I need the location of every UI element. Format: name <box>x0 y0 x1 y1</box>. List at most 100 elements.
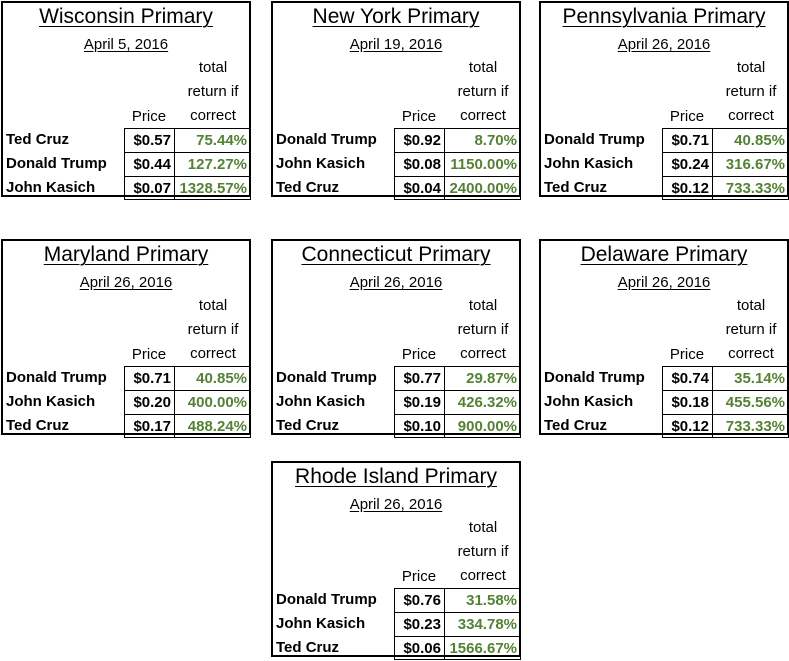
price-cell: $0.57 <box>124 128 175 152</box>
card-title: Maryland Primary <box>43 243 209 266</box>
price-cell: $0.19 <box>394 390 445 414</box>
price-header: Price <box>669 346 705 363</box>
price-cell: $0.10 <box>394 414 445 438</box>
return-header: total return if correct <box>713 56 789 128</box>
card-date-wrap: April 26, 2016 <box>273 274 519 292</box>
primary-card: Wisconsin Primary April 5, 2016 total retur… <box>1 1 251 200</box>
return-header-line: correct <box>460 345 506 362</box>
return-header-line: return if <box>187 321 239 338</box>
primary-card: Maryland Primary April 26, 2016 total retur… <box>1 239 251 438</box>
candidate-name: John Kasich <box>6 393 96 410</box>
card-title-wrap: Rhode Island Primary <box>273 465 519 489</box>
primary-card: Connecticut Primary April 26, 2016 total re… <box>271 239 521 438</box>
primary-card: Delaware Primary April 26, 2016 total retur… <box>539 239 789 438</box>
return-header-line: total <box>468 519 498 536</box>
candidate-name: John Kasich <box>276 615 366 632</box>
return-cell: 2400.00% <box>445 176 521 200</box>
table-row: Donald Trump $0.76 31.58% <box>273 588 521 612</box>
return-header: total return if correct <box>445 294 521 366</box>
return-cell: 35.14% <box>713 366 789 390</box>
card-title: Pennsylvania Primary <box>562 5 766 28</box>
card-date-wrap: April 26, 2016 <box>541 274 787 292</box>
table-row: John Kasich $0.08 1150.00% <box>273 152 521 176</box>
return-header-line: correct <box>460 107 506 124</box>
table-row: John Kasich $0.20 400.00% <box>3 390 251 414</box>
card-date-wrap: April 26, 2016 <box>541 36 787 54</box>
price-cell: $0.12 <box>662 414 713 438</box>
return-cell: 488.24% <box>175 414 251 438</box>
price-cell: $0.92 <box>394 128 445 152</box>
candidate-name: Donald Trump <box>276 131 377 148</box>
candidate-name: Ted Cruz <box>544 417 608 434</box>
candidate-rows: Donald Trump $0.92 8.70% John Kasich $0.08 11… <box>273 128 521 200</box>
candidate-name: John Kasich <box>544 393 634 410</box>
candidate-name: Ted Cruz <box>6 417 70 434</box>
return-header: total return if correct <box>445 56 521 128</box>
return-header-line: correct <box>460 567 506 584</box>
table-row: John Kasich $0.19 426.32% <box>273 390 521 414</box>
return-cell: 455.56% <box>713 390 789 414</box>
return-cell: 127.27% <box>175 152 251 176</box>
return-header-line: total <box>468 59 498 76</box>
card-title: Wisconsin Primary <box>39 5 213 28</box>
price-cell: $0.77 <box>394 366 445 390</box>
return-cell: 334.78% <box>445 612 521 636</box>
card-date: April 26, 2016 <box>349 274 443 291</box>
return-cell: 29.87% <box>445 366 521 390</box>
primary-card: Pennsylvania Primary April 26, 2016 total r… <box>539 1 789 200</box>
price-cell: $0.08 <box>394 152 445 176</box>
candidate-name: Ted Cruz <box>276 417 340 434</box>
table-row: Donald Trump $0.71 40.85% <box>3 366 251 390</box>
price-cell: $0.76 <box>394 588 445 612</box>
return-cell: 1150.00% <box>445 152 521 176</box>
return-header-line: correct <box>190 345 236 362</box>
card-title-wrap: Maryland Primary <box>3 243 249 267</box>
table-row: Donald Trump $0.77 29.87% <box>273 366 521 390</box>
card-date: April 19, 2016 <box>349 36 443 53</box>
return-cell: 733.33% <box>713 414 789 438</box>
table-row: Ted Cruz $0.06 1566.67% <box>273 636 521 660</box>
price-cell: $0.07 <box>124 176 175 200</box>
card-date-wrap: April 5, 2016 <box>3 36 249 54</box>
return-header-line: total <box>468 297 498 314</box>
return-header: total return if correct <box>713 294 789 366</box>
return-header: total return if correct <box>175 56 251 128</box>
candidate-name: Donald Trump <box>276 591 377 608</box>
table-row: Donald Trump $0.74 35.14% <box>541 366 789 390</box>
candidate-name: Donald Trump <box>544 131 645 148</box>
candidate-name: Donald Trump <box>6 155 107 172</box>
return-header-line: total <box>198 59 228 76</box>
return-header-line: correct <box>190 107 236 124</box>
table-row: John Kasich $0.18 455.56% <box>541 390 789 414</box>
card-title-wrap: Wisconsin Primary <box>3 5 249 29</box>
return-header: total return if correct <box>445 516 521 588</box>
candidate-name: John Kasich <box>6 179 96 196</box>
table-row: Donald Trump $0.44 127.27% <box>3 152 251 176</box>
price-cell: $0.71 <box>662 128 713 152</box>
price-header: Price <box>131 108 167 125</box>
table-row: John Kasich $0.23 334.78% <box>273 612 521 636</box>
card-date: April 26, 2016 <box>349 496 443 513</box>
price-cell: $0.44 <box>124 152 175 176</box>
card-title-wrap: Connecticut Primary <box>273 243 519 267</box>
table-row: Ted Cruz $0.10 900.00% <box>273 414 521 438</box>
card-date-wrap: April 26, 2016 <box>3 274 249 292</box>
card-title-wrap: Delaware Primary <box>541 243 787 267</box>
table-row: Donald Trump $0.71 40.85% <box>541 128 789 152</box>
price-cell: $0.23 <box>394 612 445 636</box>
return-header: total return if correct <box>175 294 251 366</box>
candidate-name: Donald Trump <box>6 369 107 386</box>
card-date: April 5, 2016 <box>83 36 169 53</box>
card-title: Rhode Island Primary <box>295 465 497 488</box>
candidate-name: John Kasich <box>544 155 634 172</box>
return-cell: 75.44% <box>175 128 251 152</box>
return-header-line: correct <box>728 345 774 362</box>
return-header-line: return if <box>187 83 239 100</box>
price-cell: $0.24 <box>662 152 713 176</box>
candidate-rows: Donald Trump $0.71 40.85% John Kasich $0.20 4… <box>3 366 251 438</box>
price-header: Price <box>401 108 437 125</box>
return-cell: 733.33% <box>713 176 789 200</box>
table-row: Ted Cruz $0.57 75.44% <box>3 128 251 152</box>
card-title: Delaware Primary <box>580 243 748 266</box>
candidate-name: John Kasich <box>276 393 366 410</box>
